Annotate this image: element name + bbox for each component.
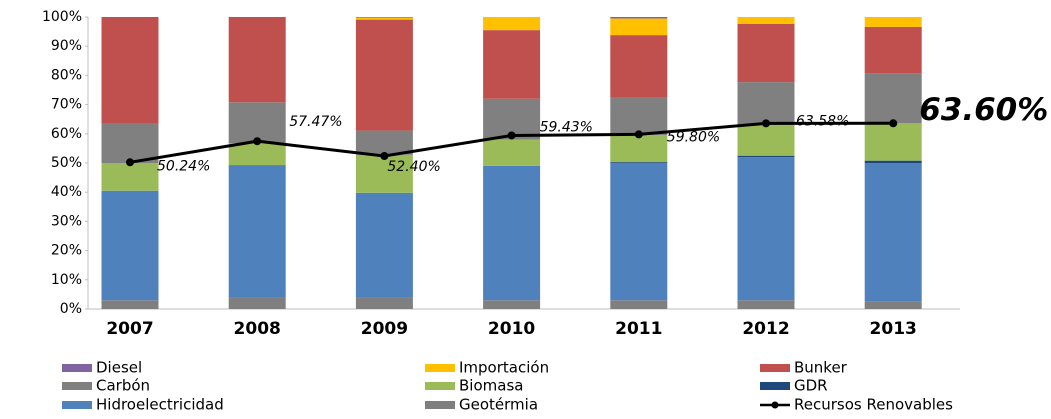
x-tick-label: 2007 — [106, 319, 153, 339]
bar-segment — [355, 17, 413, 20]
bar-segment — [737, 155, 795, 158]
data-label: 59.80% — [667, 129, 720, 145]
bar-segment — [737, 300, 795, 309]
bar-segment — [610, 35, 668, 98]
legend-label: Diesel — [96, 359, 142, 377]
bar-segment — [101, 300, 159, 309]
bar-segment — [864, 17, 922, 27]
bar-segment — [228, 143, 286, 166]
x-tick-label: 2010 — [488, 319, 535, 339]
bar-segment — [610, 134, 668, 163]
y-tick-label: 40% — [51, 184, 82, 200]
bar-segment — [355, 17, 413, 18]
bar-segment — [737, 82, 795, 126]
line-marker — [889, 119, 898, 128]
y-tick-label: 100% — [42, 9, 82, 25]
legend-swatch — [425, 401, 455, 409]
x-tick-label: 2011 — [615, 319, 662, 339]
legend-swatch — [62, 364, 92, 372]
y-tick-label: 70% — [51, 97, 82, 113]
line-marker — [126, 158, 134, 167]
legend-marker — [771, 401, 779, 409]
bar-segment — [483, 165, 541, 301]
bar-segment — [101, 123, 159, 163]
y-tick-label: 60% — [51, 126, 82, 142]
x-tick-label: 2008 — [234, 319, 281, 339]
bar-segment — [355, 297, 413, 309]
data-label: 63.58% — [796, 113, 849, 129]
bar-segment — [483, 300, 541, 309]
legend-swatch — [62, 382, 92, 390]
bar-segment — [610, 18, 668, 36]
line-marker — [253, 137, 262, 146]
legend-swatch — [760, 364, 790, 372]
x-tick-label: 2012 — [742, 319, 789, 339]
y-tick-label: 90% — [51, 38, 82, 54]
data-label: 52.40% — [387, 159, 440, 175]
data-label: 59.43% — [540, 119, 593, 135]
line-marker — [507, 131, 516, 140]
data-label: 50.24% — [157, 158, 210, 174]
bar-segment — [737, 24, 795, 83]
bar-segment — [864, 301, 922, 309]
y-tick-label: 10% — [51, 272, 82, 288]
y-tick-label: 80% — [51, 67, 82, 83]
bar-segment — [483, 30, 541, 99]
bar-segment — [737, 125, 795, 156]
x-tick-label: 2009 — [361, 319, 408, 339]
legend-label: Recursos Renovables — [794, 396, 953, 414]
bar-segment — [483, 139, 541, 166]
legend-label: Biomasa — [459, 377, 523, 395]
bar-segment — [101, 163, 159, 191]
bar-segment — [101, 17, 159, 124]
bar-segment — [355, 192, 413, 298]
line-marker — [762, 119, 770, 128]
bar-segment — [355, 19, 413, 131]
data-label: 57.47% — [289, 114, 342, 130]
bar-segment — [864, 73, 922, 123]
bar-segment — [610, 17, 668, 19]
legend-label: Carbón — [96, 377, 150, 395]
bar-segment — [355, 130, 413, 155]
legend-swatch — [425, 382, 455, 390]
legend-swatch — [425, 364, 455, 372]
line-marker — [380, 151, 389, 160]
legend-label: Importación — [459, 359, 549, 377]
legend-label: GDR — [794, 377, 828, 395]
bar-segment — [864, 122, 922, 161]
y-tick-label: 0% — [60, 301, 82, 317]
bar-segment — [864, 26, 922, 74]
legend-swatch — [62, 401, 92, 409]
bar-segment — [228, 17, 286, 103]
bar-segment — [610, 163, 668, 301]
legend-label: Bunker — [794, 359, 848, 377]
legend-label: Geotérmia — [459, 396, 538, 414]
bar-segment — [101, 190, 159, 301]
bar-segment — [737, 17, 795, 25]
bar-segment — [610, 162, 668, 163]
x-tick-label: 2013 — [870, 319, 917, 339]
bar-segment — [483, 17, 541, 31]
bar-segment — [228, 297, 286, 309]
y-tick-label: 50% — [51, 155, 82, 171]
bar-segment — [864, 163, 922, 302]
bar-segment — [228, 102, 286, 144]
data-label: 63.60% — [919, 92, 1048, 128]
y-tick-label: 20% — [51, 243, 82, 259]
bar-segment — [610, 300, 668, 309]
y-tick-label: 30% — [51, 213, 82, 229]
legend-swatch — [760, 382, 790, 390]
line-marker — [634, 130, 643, 139]
bar-segment — [864, 160, 922, 163]
bar-segment — [228, 165, 286, 298]
legend-label: Hidroelectricidad — [96, 396, 224, 414]
bar-segment — [610, 97, 668, 135]
bar-segment — [355, 154, 413, 193]
bar-segment — [737, 157, 795, 301]
